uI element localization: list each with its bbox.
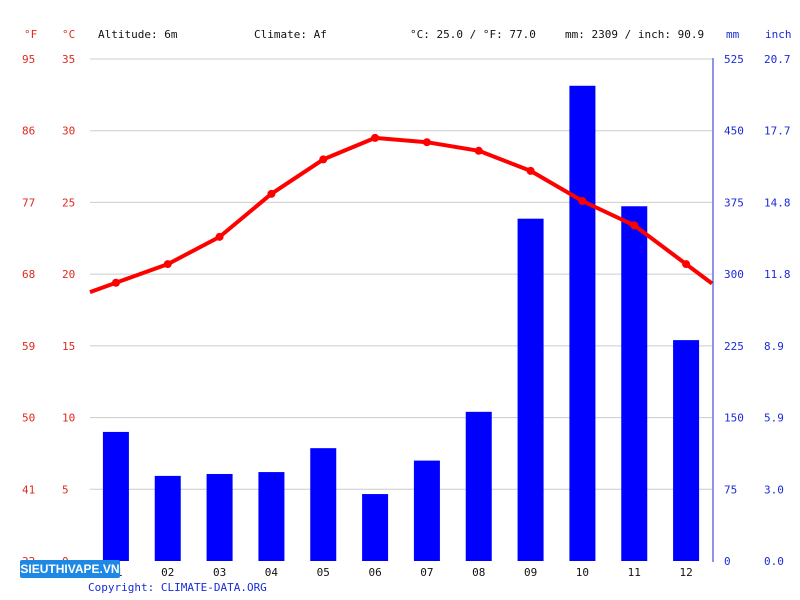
temp-point — [215, 232, 224, 241]
inch-tick-label: 0.0 — [764, 555, 784, 568]
c-tick-label: 35 — [62, 53, 75, 66]
temp-point — [474, 146, 483, 155]
precip-bar — [206, 473, 233, 561]
inch-tick-label: 5.9 — [764, 412, 784, 425]
c-tick-label: 15 — [62, 340, 75, 353]
x-tick-label: 12 — [679, 566, 692, 579]
precip-bar — [258, 472, 285, 561]
unit-c-label: °C — [62, 28, 75, 41]
temp-point — [630, 221, 639, 230]
x-tick-label: 07 — [420, 566, 433, 579]
mm-tick-label: 300 — [724, 268, 744, 281]
f-tick-label: 50 — [22, 412, 35, 425]
precip-bar — [413, 460, 440, 561]
mm-tick-label: 525 — [724, 53, 744, 66]
precip-bar — [465, 411, 492, 561]
inch-tick-label: 17.7 — [764, 125, 791, 138]
temp-point — [319, 155, 328, 164]
temp-point — [371, 133, 380, 142]
precipitation-bars — [102, 85, 700, 562]
temp-point — [267, 189, 276, 198]
c-tick-label: 30 — [62, 125, 75, 138]
c-tick-label: 20 — [62, 268, 75, 281]
precip-bar — [621, 206, 648, 561]
temp-point — [526, 166, 535, 175]
x-tick-label: 03 — [213, 566, 226, 579]
unit-f-label: °F — [24, 28, 37, 41]
c-tick-label: 5 — [62, 483, 69, 496]
x-tick-label: 08 — [472, 566, 485, 579]
inch-tick-label: 11.8 — [764, 268, 791, 281]
temp-point — [163, 260, 172, 269]
temperature-line — [89, 135, 714, 294]
f-tick-label: 41 — [22, 483, 35, 496]
altitude-label: Altitude: 6m — [98, 28, 178, 41]
temp-point — [578, 196, 587, 205]
inch-tick-label: 20.7 — [764, 53, 791, 66]
x-tick-label: 04 — [265, 566, 279, 579]
temp-summary: °C: 25.0 / °F: 77.0 — [410, 28, 536, 41]
copyright-link[interactable]: Copyright: CLIMATE-DATA.ORG — [88, 581, 267, 594]
x-tick-label: 02 — [161, 566, 174, 579]
f-tick-label: 95 — [22, 53, 35, 66]
precip-bar — [310, 448, 337, 561]
precip-bar — [673, 340, 700, 561]
inch-tick-label: 3.0 — [764, 483, 784, 496]
mm-tick-label: 75 — [724, 483, 737, 496]
grid-lines — [90, 58, 712, 490]
mm-tick-label: 375 — [724, 196, 744, 209]
watermark-badge: SIEUTHIVAPE.VN — [20, 560, 120, 578]
precip-bar — [569, 85, 596, 562]
temp-point — [422, 138, 431, 147]
x-tick-label: 06 — [368, 566, 381, 579]
temp-point — [111, 278, 120, 287]
f-tick-label: 68 — [22, 268, 35, 281]
x-axis-ticks: 010203040506070809101112 — [109, 566, 692, 579]
precip-bar — [154, 475, 181, 561]
mm-tick-label: 0 — [724, 555, 731, 568]
c-tick-label: 10 — [62, 412, 75, 425]
precip-bar — [517, 218, 544, 561]
c-tick-label: 25 — [62, 196, 75, 209]
inch-tick-label: 14.8 — [764, 196, 791, 209]
x-tick-label: 05 — [317, 566, 330, 579]
f-tick-label: 86 — [22, 125, 35, 138]
unit-mm-label: mm — [726, 28, 740, 41]
climate-label: Climate: Af — [254, 28, 327, 41]
precip-bar — [102, 431, 129, 561]
x-tick-label: 09 — [524, 566, 537, 579]
temp-point — [682, 260, 691, 269]
inch-tick-label: 8.9 — [764, 340, 784, 353]
unit-inch-label: inch — [765, 28, 792, 41]
x-tick-label: 11 — [628, 566, 641, 579]
precip-bar — [362, 494, 389, 561]
mm-tick-label: 150 — [724, 412, 744, 425]
f-tick-label: 59 — [22, 340, 35, 353]
mm-tick-label: 225 — [724, 340, 744, 353]
precip-summary: mm: 2309 / inch: 90.9 — [565, 28, 704, 41]
mm-tick-label: 450 — [724, 125, 744, 138]
x-tick-label: 10 — [576, 566, 589, 579]
f-tick-label: 77 — [22, 196, 35, 209]
